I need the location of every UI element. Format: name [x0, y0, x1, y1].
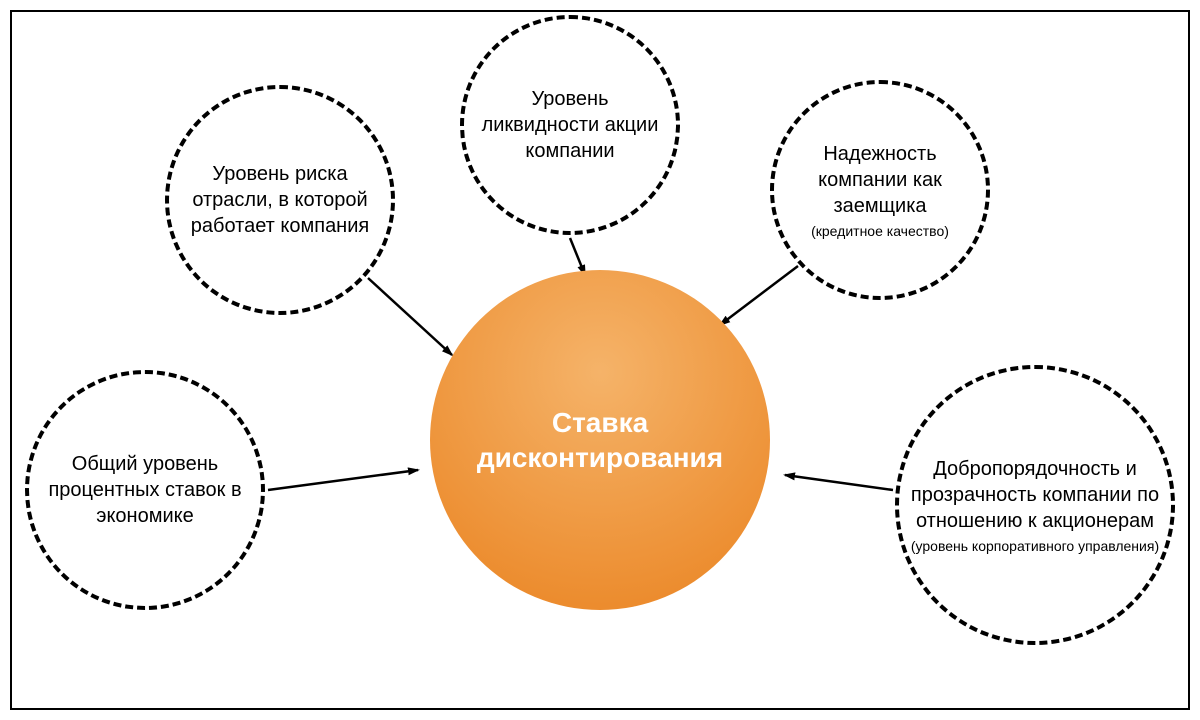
outer-node-label: Уровень риска отрасли, в которой работае… [169, 161, 391, 239]
outer-node-governance: Добропорядочность и прозрачность компани… [895, 365, 1175, 645]
outer-node-sublabel: (кредитное качество) [774, 223, 986, 240]
center-node-label: Ставка дисконтирования [430, 405, 770, 475]
outer-node-sublabel: (уровень корпоративного управления) [899, 538, 1171, 555]
center-node: Ставка дисконтирования [430, 270, 770, 610]
outer-node-label: Надежность компании как заемщика [774, 141, 986, 219]
outer-node-interest-rates: Общий уровень процентных ставок в эконом… [25, 370, 265, 610]
outer-node-credit-quality: Надежность компании как заемщика (кредитн… [770, 80, 990, 300]
outer-node-label: Добропорядочность и прозрачность компани… [899, 456, 1171, 534]
outer-node-label: Уровень ликвидности акции компании [464, 86, 676, 164]
outer-node-industry-risk: Уровень риска отрасли, в которой работае… [165, 85, 395, 315]
outer-node-liquidity: Уровень ликвидности акции компании [460, 15, 680, 235]
outer-node-label: Общий уровень процентных ставок в эконом… [29, 451, 261, 529]
